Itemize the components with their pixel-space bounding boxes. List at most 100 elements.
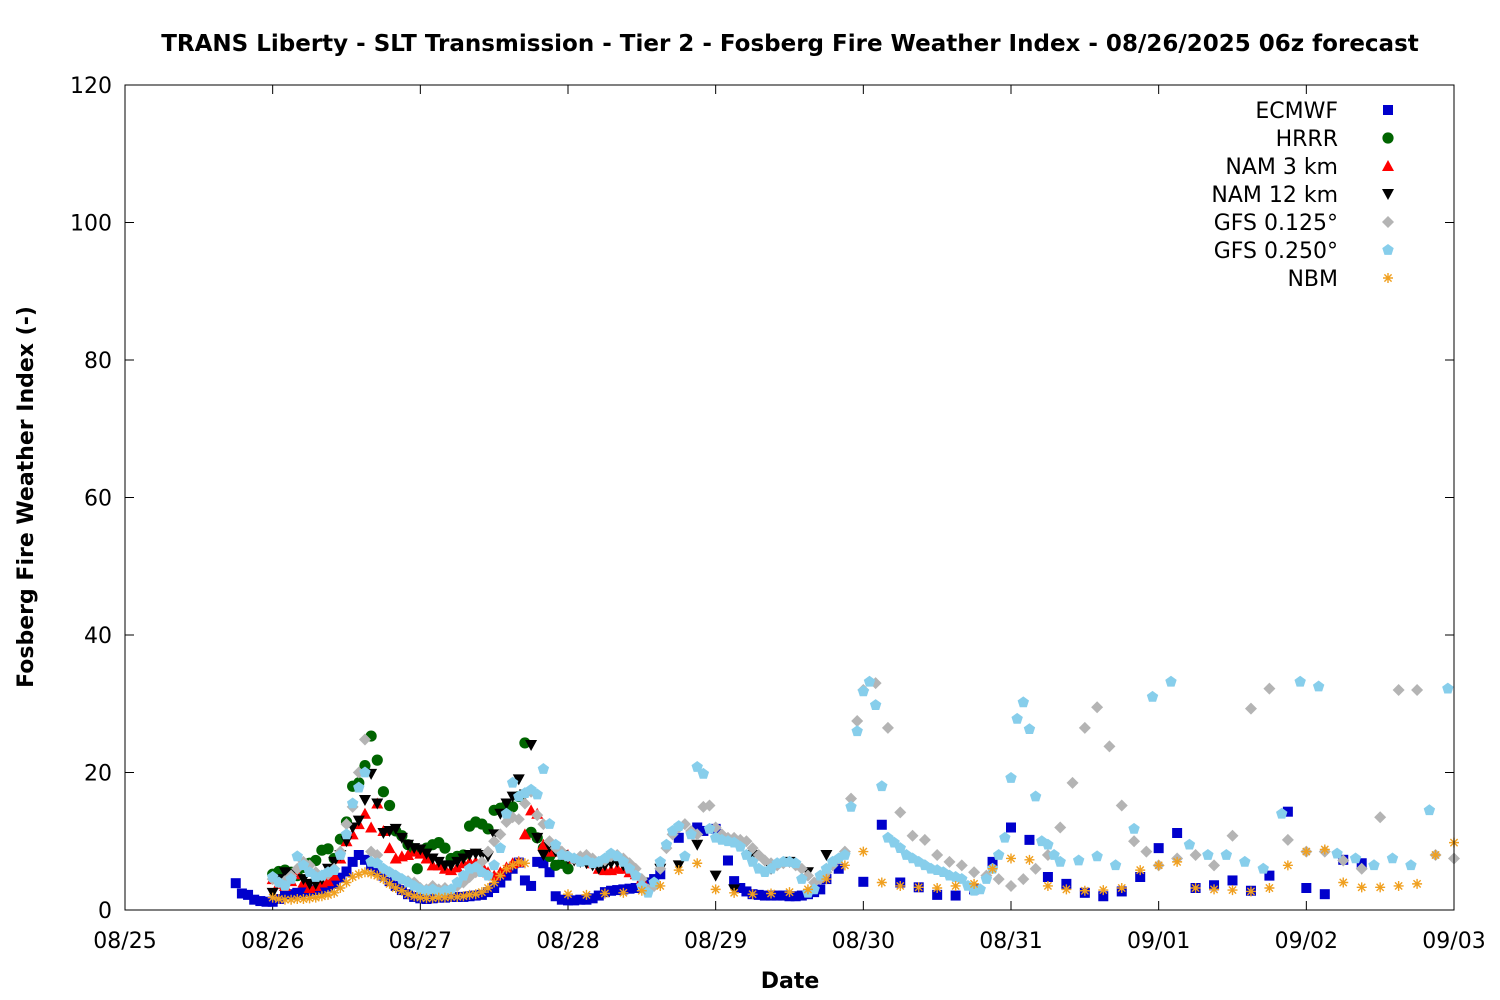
data-point [402,849,415,860]
data-point [741,886,752,897]
data-point [1029,790,1042,802]
data-point [1282,860,1293,871]
data-point [796,890,807,901]
data-point [445,860,458,872]
data-point [550,891,561,902]
data-point [346,797,359,809]
data-point [322,875,335,887]
data-point [729,887,740,898]
data-point [1165,675,1177,687]
legend-marker [1382,132,1394,144]
series-gfs-0-250 [266,675,1454,898]
data-point [507,860,518,871]
data-point [895,880,906,891]
data-point [243,889,254,900]
data-point [1257,862,1269,874]
data-point [1153,860,1164,871]
data-point [532,856,543,867]
x-tick-label: 09/01 [1127,929,1190,954]
data-point [790,891,801,902]
data-point [359,854,370,865]
data-point [1006,822,1016,833]
data-point [513,856,524,867]
data-point [673,820,685,831]
data-point [876,780,888,792]
data-point [365,821,378,833]
data-point [396,885,407,896]
legend-label: GFS 0.250° [1214,239,1338,264]
data-point [439,842,451,854]
data-point [820,850,833,861]
data-point [802,884,813,895]
data-point [389,823,402,835]
data-point [501,870,512,881]
data-point [1135,865,1146,876]
legend-marker [1382,244,1394,255]
data-point [261,896,272,907]
x-tick-label: 09/03 [1422,929,1485,954]
data-point [470,889,481,900]
data-point [372,865,383,876]
data-point [531,788,543,800]
data-point [1392,684,1405,696]
data-point [623,862,636,874]
data-point [340,818,353,831]
data-point [452,891,463,902]
data-point [1115,799,1128,812]
data-point [778,890,789,901]
data-point [335,872,346,883]
legend: ECMWF HRRR NAM 3 km NAM 12 km GFS 0.125° GFS … [1211,99,1394,292]
data-point [526,880,537,891]
data-point [759,890,770,901]
data-point [483,883,494,893]
y-tick-label: 20 [84,762,112,787]
data-point [869,699,882,710]
data-point [642,886,654,898]
y-tick-label: 100 [70,212,112,237]
data-point [624,883,635,894]
data-point [285,873,297,884]
data-point [1079,885,1090,896]
axis-ticks: 0 20 40 60 80 100 120 08/25 08/26 08/27 08/28 08/29… [70,74,1486,954]
data-point [710,884,721,895]
data-point [950,890,961,901]
data-point [815,884,826,895]
data-point [1190,883,1201,893]
legend-label: NAM 3 km [1225,155,1338,180]
data-point [1375,882,1386,893]
data-point [1146,690,1159,702]
data-point [1412,878,1423,889]
data-point [353,850,364,860]
data-point [1245,886,1256,897]
data-point [839,860,850,871]
data-point [617,855,630,867]
y-tick-label: 0 [98,899,112,924]
data-point [1319,844,1330,855]
data-point [359,766,371,778]
data-point [500,807,513,819]
data-point [298,887,309,898]
data-point [1024,834,1035,845]
data-point [292,894,303,904]
data-point [1374,811,1387,824]
data-point [1263,682,1276,695]
data-point [1023,723,1036,735]
data-point [691,839,704,851]
data-point [537,763,550,774]
data-point [383,842,396,854]
data-point [1355,862,1368,875]
data-point [489,883,500,893]
data-point [390,883,401,893]
data-point [538,858,549,869]
data-point [1393,880,1404,891]
data-point [1338,877,1349,888]
data-point [772,890,783,901]
data-points [230,675,1460,907]
data-point [415,892,426,903]
data-point [1048,849,1060,860]
data-point [1227,875,1238,886]
data-point [432,856,445,868]
data-point [495,870,506,881]
data-point [1091,701,1104,714]
data-point [414,844,427,856]
